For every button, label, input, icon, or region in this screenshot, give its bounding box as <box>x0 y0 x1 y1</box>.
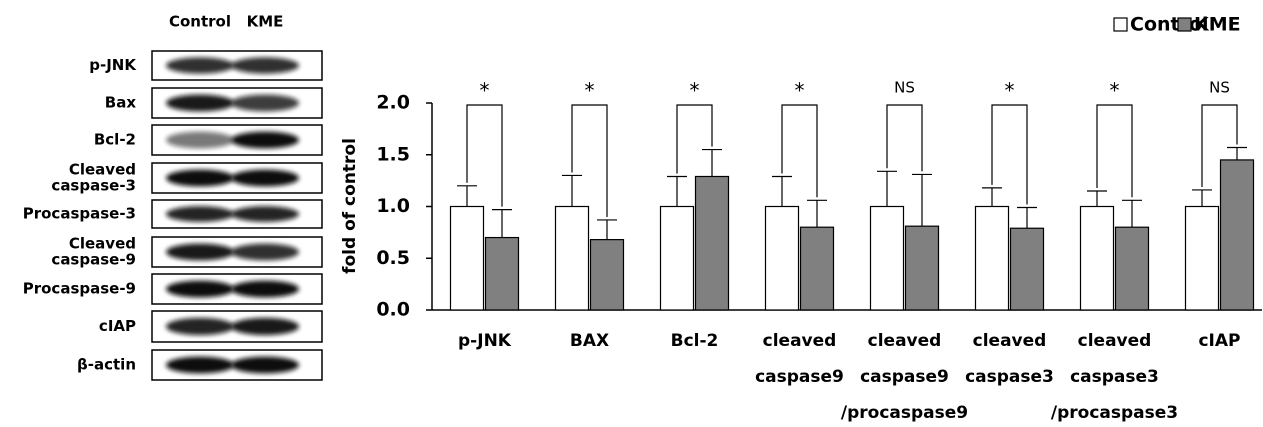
blot-band <box>231 244 299 261</box>
significance-bracket <box>992 105 1027 205</box>
significance-label: NS <box>1209 79 1230 97</box>
blot-column-label: Control <box>169 13 231 31</box>
blot-band <box>231 57 299 73</box>
blot-band <box>166 57 234 73</box>
significance-bracket <box>1097 105 1132 197</box>
blot-band <box>231 206 299 222</box>
blot-band <box>166 357 234 374</box>
blot-band <box>231 357 299 374</box>
blot-band <box>166 132 234 149</box>
bar <box>906 226 939 310</box>
bar <box>766 207 799 311</box>
legend-swatch <box>1178 18 1191 31</box>
bar <box>801 227 834 310</box>
x-tick-label: caspase3 <box>965 367 1054 387</box>
blot-row-label: Bcl-2 <box>94 131 136 149</box>
blot-row-label: cIAP <box>99 317 136 335</box>
legend-label: KME <box>1194 14 1241 36</box>
x-tick-label: /procaspase3 <box>1051 403 1178 423</box>
y-axis-label: fold of control <box>340 138 360 274</box>
blot-band <box>231 170 299 187</box>
blot-row-label: Procaspase-3 <box>23 205 136 223</box>
legend-swatch <box>1114 18 1127 31</box>
bar <box>871 207 904 311</box>
significance-label: * <box>480 79 490 103</box>
x-tick-label: cleaved <box>868 331 942 351</box>
x-tick-label: caspase9 <box>860 367 949 387</box>
blot-band <box>166 281 234 298</box>
x-tick-label: p-JNK <box>458 331 512 351</box>
significance-bracket <box>887 105 922 171</box>
x-tick-label: cIAP <box>1198 331 1240 351</box>
bar <box>1081 207 1114 311</box>
figure: ControlKMEp-JNKBaxBcl-2Cleavedcaspase-3P… <box>0 0 1263 423</box>
y-tick-label: 1.5 <box>376 143 410 165</box>
x-tick-label: cleaved <box>1078 331 1152 351</box>
blot-band <box>166 244 234 261</box>
x-tick-label: cleaved <box>763 331 837 351</box>
blot-row-label: Bax <box>105 94 137 112</box>
blot-row-label: caspase-9 <box>51 251 136 269</box>
bar <box>976 207 1009 311</box>
significance-bracket <box>467 105 502 207</box>
x-tick-label: Bcl-2 <box>671 331 719 351</box>
blot-row-label: p-JNK <box>89 56 137 74</box>
blot-band <box>231 95 299 112</box>
x-tick-label: caspase3 <box>1070 367 1159 387</box>
significance-bracket <box>782 105 817 197</box>
significance-label: * <box>1110 79 1120 103</box>
significance-bracket <box>677 105 712 173</box>
bar <box>696 176 729 310</box>
blot-band <box>231 318 299 335</box>
blot-band <box>231 132 299 149</box>
blot-band <box>166 206 234 222</box>
bar <box>661 207 694 311</box>
bar <box>1221 160 1254 310</box>
bar <box>451 207 484 311</box>
blot-column-label: KME <box>247 13 284 31</box>
significance-label: * <box>1005 79 1015 103</box>
x-tick-label: /procaspase9 <box>841 403 968 423</box>
blot-row-label: β-actin <box>77 356 136 374</box>
significance-label: NS <box>894 79 915 97</box>
significance-bracket <box>572 105 607 217</box>
x-tick-label: cleaved <box>973 331 1047 351</box>
bar <box>1116 227 1149 310</box>
significance-label: * <box>795 79 805 103</box>
x-tick-label: BAX <box>570 331 609 351</box>
y-tick-label: 1.0 <box>376 195 410 217</box>
bar <box>591 240 624 310</box>
blot-row-label: Procaspase-9 <box>23 280 136 298</box>
bar <box>486 238 519 310</box>
bar <box>1186 207 1219 311</box>
blot-band <box>166 95 234 112</box>
significance-label: * <box>690 79 700 103</box>
blot-row-label: caspase-3 <box>51 177 136 195</box>
x-tick-label: caspase9 <box>755 367 844 387</box>
blot-band <box>231 281 299 298</box>
bar <box>1011 228 1044 310</box>
bar <box>556 207 589 311</box>
blot-band <box>166 170 234 187</box>
significance-label: * <box>585 79 595 103</box>
y-tick-label: 0.0 <box>376 299 410 321</box>
y-tick-label: 0.5 <box>376 247 410 269</box>
blot-band <box>166 318 234 335</box>
y-tick-label: 2.0 <box>376 92 410 114</box>
